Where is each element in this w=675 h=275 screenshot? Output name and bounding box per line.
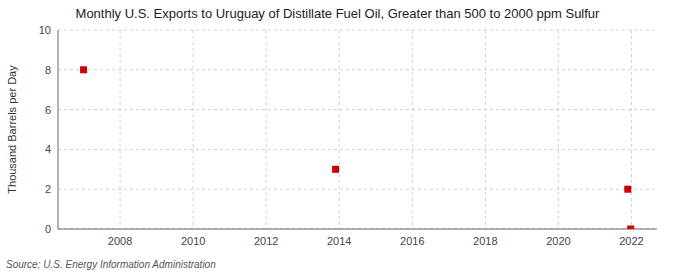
x-tick-label: 2012	[254, 235, 278, 247]
x-tick-label: 2020	[546, 235, 570, 247]
data-point	[332, 166, 339, 173]
chart-svg: Monthly U.S. Exports to Uruguay of Disti…	[0, 0, 675, 275]
grid	[58, 30, 657, 229]
y-grid-line	[58, 189, 657, 190]
x-grid-line	[193, 30, 194, 229]
x-tick-label: 2018	[473, 235, 497, 247]
x-grid-line	[631, 30, 632, 229]
x-grid-line	[412, 30, 413, 229]
y-axis-label: Thousand Barrels per Day	[6, 65, 18, 194]
axes: 0 2 4 6 8 10 2008 2010 2012 2014 2016 2018 2020 2022	[39, 24, 657, 247]
y-grid-line	[58, 149, 657, 150]
x-tick-label: 2008	[108, 235, 132, 247]
x-grid-line	[339, 30, 340, 229]
y-grid-line	[58, 30, 657, 31]
points	[80, 66, 634, 229]
data-point	[624, 186, 631, 193]
data-point	[80, 66, 87, 73]
x-grid-line	[558, 30, 559, 229]
y-tick-label: 8	[45, 64, 51, 76]
x-tick-label: 2022	[619, 235, 643, 247]
y-axis-line	[58, 30, 59, 229]
x-tick-label: 2016	[400, 235, 424, 247]
data-point	[627, 226, 634, 230]
y-grid-line	[58, 229, 657, 230]
x-tick-label: 2010	[181, 235, 205, 247]
chart-title: Monthly U.S. Exports to Uruguay of Disti…	[76, 6, 601, 21]
y-tick-label: 4	[45, 143, 51, 155]
x-grid-line	[120, 30, 121, 229]
x-grid-line	[485, 30, 486, 229]
y-grid-line	[58, 69, 657, 70]
x-grid-line	[266, 30, 267, 229]
x-tick-label: 2014	[327, 235, 351, 247]
chart-container: Monthly U.S. Exports to Uruguay of Disti…	[0, 0, 675, 275]
y-tick-label: 6	[45, 104, 51, 116]
y-tick-label: 2	[45, 183, 51, 195]
y-tick-label: 10	[39, 24, 51, 36]
source-note: Source: U.S. Energy Information Administ…	[6, 259, 216, 270]
y-grid-line	[58, 109, 657, 110]
y-tick-label: 0	[45, 223, 51, 235]
x-axis-line	[58, 229, 657, 230]
